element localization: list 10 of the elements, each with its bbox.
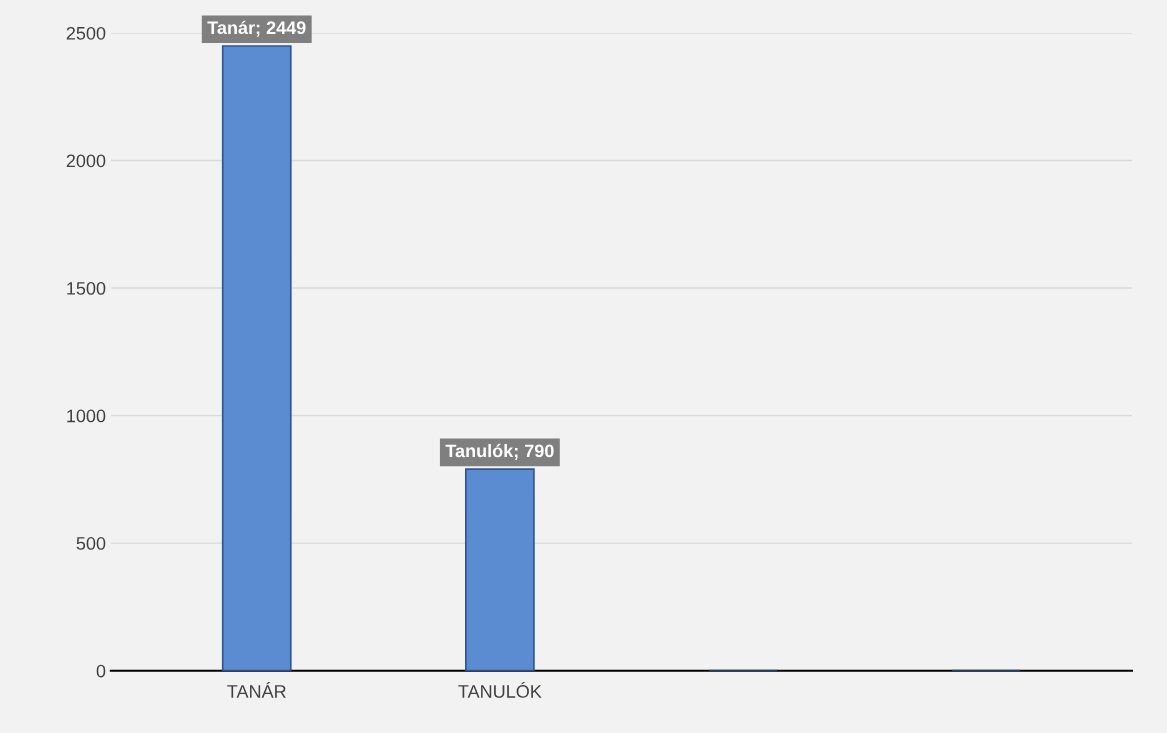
data-label: Tanár; 2449 <box>207 20 306 37</box>
x-tick-label: TANÁR <box>227 682 286 698</box>
y-tick-label: 1000 <box>67 409 106 423</box>
y-tick-label: 500 <box>76 537 106 550</box>
data-label: Tanulók; 790 <box>445 443 554 460</box>
y-tick-label: 2500 <box>66 26 106 40</box>
y-tick-label: 1500 <box>67 282 106 295</box>
y-tick-label: 2000 <box>66 154 106 168</box>
x-tick-label: TANULÓK <box>458 682 542 698</box>
y-tick-label: 0 <box>96 664 106 678</box>
